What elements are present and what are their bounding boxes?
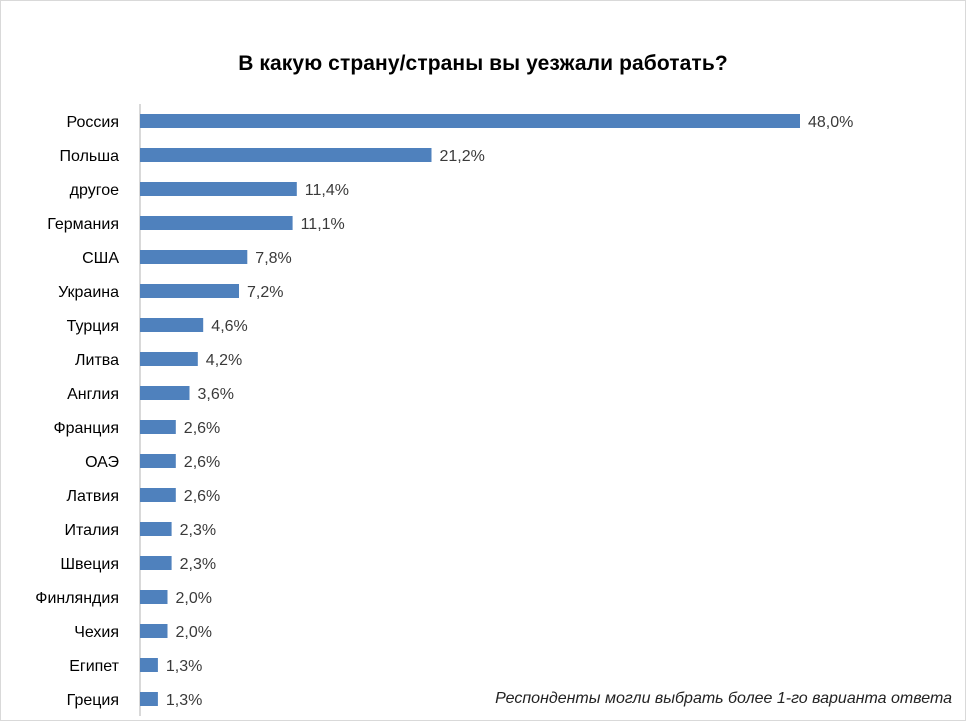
category-label: Египет [69,658,119,675]
value-label: 2,0% [176,624,212,641]
bar [140,488,176,502]
bar [140,284,239,298]
bar [140,352,198,366]
bar [140,692,158,706]
bar [140,420,176,434]
category-label: Англия [67,386,119,403]
category-label: Германия [47,216,119,233]
chart-title: В какую страну/страны вы уезжали работат… [238,52,728,75]
category-label: Финляндия [35,590,119,607]
value-label: 48,0% [808,114,853,131]
value-label: 7,8% [255,250,291,267]
value-label: 2,3% [180,556,216,573]
value-label: 2,6% [184,488,220,505]
value-label: 4,6% [211,318,247,335]
bar [140,386,190,400]
bar [140,624,168,638]
value-label: 2,3% [180,522,216,539]
bars-layer: Россия 48,0% Польша 21,2% другое 11,4% Германи… [35,114,853,709]
category-label: Украина [58,284,119,301]
chart-footnote: Респонденты могли выбрать более 1-го вар… [495,690,952,707]
category-label: Чехия [74,624,119,641]
category-label: Польша [60,148,120,165]
value-label: 1,3% [166,692,202,709]
value-label: 4,2% [206,352,242,369]
bar [140,250,248,264]
bar [140,114,800,128]
value-label: 11,1% [301,216,345,233]
category-label: Швеция [60,556,119,573]
bar [140,454,176,468]
value-label: 3,6% [198,386,234,403]
value-label: 2,6% [184,420,220,437]
value-label: 7,2% [247,284,283,301]
category-label: Россия [67,114,119,131]
bar [140,658,158,672]
category-label: Литва [75,352,119,369]
bar [140,522,172,536]
category-label: США [82,250,119,267]
bar [140,148,432,162]
category-label: ОАЭ [85,454,119,471]
category-label: Греция [67,692,119,709]
category-label: Италия [65,522,119,539]
bar [140,590,168,604]
value-label: 11,4% [305,182,349,199]
bar [140,182,297,196]
value-label: 2,6% [184,454,220,471]
category-label: Франция [53,420,119,437]
value-label: 1,3% [166,658,202,675]
category-label: другое [70,182,119,199]
bar [140,318,204,332]
category-label: Латвия [67,488,119,505]
value-label: 21,2% [440,148,485,165]
category-label: Турция [67,318,119,335]
bar [140,216,293,230]
value-label: 2,0% [176,590,212,607]
bar [140,556,172,570]
